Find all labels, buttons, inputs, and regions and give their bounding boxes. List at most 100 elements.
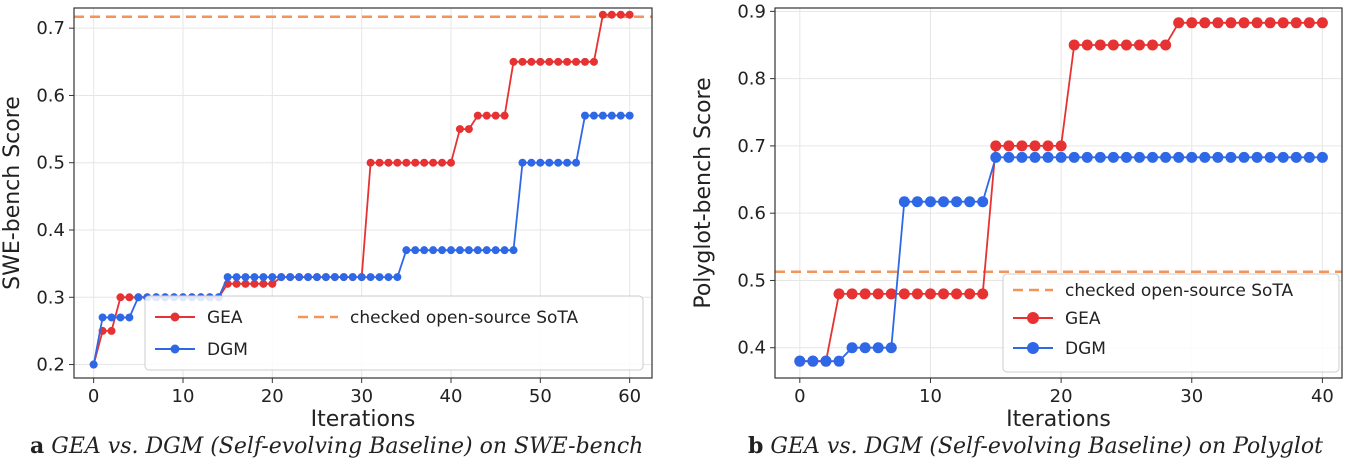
data-point: [1081, 151, 1093, 163]
data-point: [509, 57, 518, 66]
data-point: [794, 355, 806, 367]
data-point: [625, 10, 634, 19]
data-point: [572, 57, 581, 66]
data-point: [330, 273, 339, 282]
data-point: [938, 288, 950, 300]
data-point: [563, 158, 572, 167]
data-point: [545, 57, 554, 66]
data-point: [1173, 17, 1185, 29]
data-point: [446, 246, 455, 255]
y-tick-label: 0.4: [737, 338, 766, 359]
data-point: [464, 246, 473, 255]
data-point: [446, 158, 455, 167]
series-dgm: [794, 151, 1328, 367]
data-point: [1094, 39, 1106, 51]
data-point: [1055, 151, 1067, 163]
x-tick-label: 30: [1180, 386, 1203, 407]
data-point: [820, 355, 832, 367]
data-point: [1003, 151, 1015, 163]
data-point: [134, 293, 143, 302]
data-point: [1160, 151, 1172, 163]
x-tick-label: 20: [261, 386, 284, 407]
y-tick-label: 0.8: [737, 69, 766, 90]
data-point: [580, 57, 589, 66]
data-point: [872, 288, 884, 300]
y-axis-label: SWE-bench Score: [0, 96, 25, 290]
data-point: [438, 158, 447, 167]
data-point: [232, 273, 241, 282]
legend-box: [144, 295, 644, 371]
data-point: [616, 111, 625, 120]
data-point: [1029, 151, 1041, 163]
data-point: [241, 273, 250, 282]
x-axis-label: Iterations: [1006, 407, 1111, 432]
data-point: [500, 246, 509, 255]
data-point: [964, 288, 976, 300]
data-point: [107, 313, 116, 322]
x-tick-label: 20: [1050, 386, 1073, 407]
caption-tag: a: [30, 433, 45, 459]
data-point: [589, 57, 598, 66]
data-point: [473, 246, 482, 255]
data-point: [580, 111, 589, 120]
data-point: [1042, 140, 1054, 152]
data-point: [375, 158, 384, 167]
data-point: [1225, 151, 1237, 163]
data-point: [1107, 151, 1119, 163]
data-point: [286, 273, 295, 282]
legend-label-dgm: DGM: [207, 340, 248, 360]
data-point: [1264, 17, 1276, 29]
data-point: [402, 246, 411, 255]
data-point: [589, 111, 598, 120]
data-point: [898, 288, 910, 300]
data-point: [1238, 151, 1250, 163]
data-point: [607, 111, 616, 120]
data-point: [536, 158, 545, 167]
legend-box: [1002, 273, 1340, 373]
data-point: [1029, 140, 1041, 152]
data-point: [259, 273, 268, 282]
y-axis-label: Polyglot-bench Score: [691, 77, 716, 308]
data-point: [846, 342, 858, 354]
data-point: [491, 246, 500, 255]
x-tick-label: 40: [440, 386, 463, 407]
y-tick-label: 0.6: [36, 85, 65, 106]
data-point: [977, 288, 989, 300]
data-point: [402, 158, 411, 167]
data-point: [554, 57, 563, 66]
data-point: [1264, 151, 1276, 163]
data-point: [1016, 140, 1028, 152]
data-point: [366, 158, 375, 167]
data-point: [598, 10, 607, 19]
data-point: [223, 273, 232, 282]
data-point: [625, 111, 634, 120]
swe-bench-chart: 0 10 20 30 40 50 60 0.2 0.3 0.4 0.5 0.6 0.7 Iteration…: [0, 7, 653, 432]
legend-label-gea: GEA: [207, 308, 243, 328]
data-point: [98, 313, 107, 322]
data-point: [846, 288, 858, 300]
x-tick-label: 60: [618, 386, 641, 407]
data-point: [125, 293, 134, 302]
data-point: [1290, 17, 1302, 29]
y-tick-label: 0.6: [737, 203, 766, 224]
data-point: [473, 111, 482, 120]
data-point: [1134, 39, 1145, 51]
data-point: [1147, 151, 1159, 163]
data-point: [232, 279, 241, 288]
data-point: [807, 355, 819, 367]
data-point: [420, 158, 429, 167]
data-point: [250, 279, 259, 288]
x-tick-label: 0: [88, 386, 99, 407]
data-point: [885, 288, 897, 300]
data-point: [1290, 151, 1302, 163]
y-tick-label: 0.5: [36, 153, 65, 174]
data-point: [924, 288, 936, 300]
y-tick-label: 0.9: [737, 1, 766, 22]
data-point: [89, 360, 98, 369]
data-point: [977, 196, 989, 208]
data-point: [339, 273, 348, 282]
data-point: [518, 158, 527, 167]
data-point: [438, 246, 447, 255]
data-point: [1212, 17, 1224, 29]
data-point: [259, 279, 268, 288]
